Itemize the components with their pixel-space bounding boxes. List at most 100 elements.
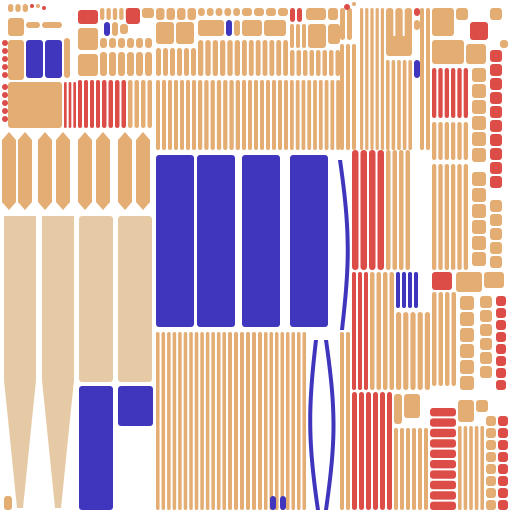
tile bbox=[498, 416, 508, 426]
tile bbox=[163, 48, 168, 76]
tile bbox=[486, 500, 496, 510]
tile bbox=[118, 430, 153, 510]
tile bbox=[386, 150, 391, 270]
tile bbox=[414, 60, 420, 78]
tile bbox=[78, 80, 82, 128]
tapered-tile bbox=[78, 132, 92, 210]
tile bbox=[469, 426, 473, 510]
tile bbox=[490, 148, 502, 160]
tile bbox=[358, 272, 362, 390]
tile bbox=[490, 120, 502, 132]
tile bbox=[470, 22, 488, 40]
tile bbox=[460, 312, 474, 326]
tile bbox=[451, 164, 456, 270]
tile bbox=[42, 22, 62, 28]
tile bbox=[328, 8, 338, 20]
tile bbox=[290, 50, 295, 76]
tile bbox=[78, 10, 98, 24]
tile bbox=[366, 392, 371, 510]
tile bbox=[490, 200, 502, 212]
tile bbox=[496, 308, 506, 318]
tile bbox=[45, 40, 62, 78]
tile bbox=[2, 100, 8, 106]
tile bbox=[136, 38, 143, 48]
tile bbox=[432, 40, 464, 64]
tile bbox=[490, 134, 502, 146]
tile bbox=[255, 40, 261, 76]
tile bbox=[336, 80, 340, 150]
tile bbox=[496, 368, 506, 378]
tile bbox=[303, 50, 308, 76]
tile bbox=[222, 332, 226, 510]
tile bbox=[84, 80, 88, 128]
tile bbox=[460, 376, 474, 390]
tile bbox=[480, 426, 484, 510]
tile bbox=[472, 68, 486, 82]
tile bbox=[313, 80, 317, 150]
tile bbox=[79, 216, 113, 382]
tile bbox=[490, 162, 502, 174]
tile bbox=[451, 122, 456, 160]
tile bbox=[438, 292, 443, 386]
tile bbox=[100, 38, 107, 48]
tile bbox=[380, 8, 384, 150]
tile bbox=[127, 38, 134, 48]
tile bbox=[191, 48, 196, 76]
tile bbox=[352, 392, 357, 510]
tile bbox=[414, 20, 420, 30]
tile bbox=[404, 394, 420, 418]
tile bbox=[490, 92, 502, 104]
tile bbox=[177, 8, 186, 20]
tile bbox=[172, 332, 177, 510]
tile bbox=[352, 2, 356, 6]
tile bbox=[198, 80, 203, 150]
tile bbox=[252, 332, 256, 510]
tile bbox=[297, 332, 301, 510]
tile bbox=[438, 122, 443, 160]
tile bbox=[290, 155, 328, 327]
tile bbox=[480, 324, 492, 336]
tile bbox=[283, 40, 288, 76]
tile bbox=[264, 20, 286, 36]
tile bbox=[194, 332, 199, 510]
tile bbox=[352, 150, 359, 270]
tile bbox=[242, 80, 246, 150]
tile bbox=[432, 272, 452, 290]
tile bbox=[472, 220, 486, 234]
tile bbox=[216, 80, 222, 150]
tile bbox=[64, 38, 70, 78]
tile bbox=[204, 80, 209, 150]
tapered-tile bbox=[18, 132, 32, 210]
tapered-tile bbox=[118, 132, 132, 210]
tile bbox=[328, 24, 340, 44]
tile bbox=[291, 332, 295, 510]
tile bbox=[234, 332, 238, 510]
tile bbox=[15, 4, 21, 12]
tile bbox=[2, 64, 8, 70]
tile bbox=[106, 8, 111, 20]
tile bbox=[417, 312, 423, 390]
tile bbox=[347, 8, 352, 40]
tile bbox=[472, 116, 486, 130]
tile bbox=[2, 48, 8, 54]
tile bbox=[134, 80, 139, 128]
tile bbox=[438, 164, 443, 270]
tile bbox=[248, 40, 254, 76]
tile bbox=[224, 8, 232, 16]
tile bbox=[301, 80, 306, 150]
tile bbox=[108, 80, 113, 128]
tile bbox=[156, 22, 174, 44]
tile bbox=[170, 48, 175, 76]
tile bbox=[22, 4, 28, 12]
tile bbox=[490, 176, 502, 188]
tile bbox=[498, 488, 508, 498]
tile bbox=[430, 439, 456, 448]
tile bbox=[120, 24, 128, 34]
tile bbox=[296, 24, 300, 48]
tile bbox=[242, 8, 252, 16]
tile bbox=[104, 22, 110, 36]
tile bbox=[438, 68, 443, 118]
tile bbox=[472, 252, 486, 266]
tile bbox=[8, 40, 24, 80]
tile bbox=[335, 50, 340, 76]
